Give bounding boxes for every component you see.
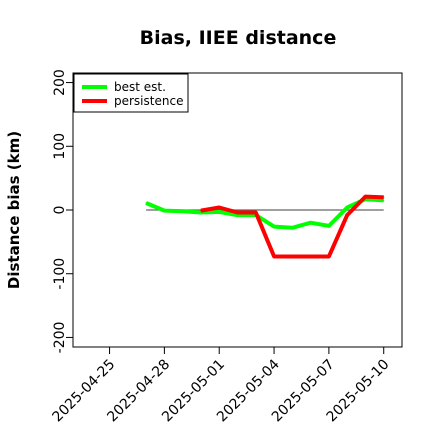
data-point-best-est [383, 199, 385, 202]
data-point-best-est [182, 210, 184, 212]
y-tick-label: 200 [52, 69, 68, 96]
data-point-best-est [346, 206, 348, 209]
data-point-best-est [310, 222, 312, 224]
data-point-persistence [364, 196, 367, 198]
data-point-best-est [218, 211, 220, 213]
y-tick-label: 100 [52, 133, 68, 160]
data-point-persistence [346, 214, 348, 216]
data-point-persistence [273, 255, 275, 258]
legend-label-persistence: persistence [114, 94, 183, 108]
data-point-persistence [291, 255, 293, 258]
y-axis-label: Distance bias (km) [5, 131, 23, 289]
y-tick-label: 0 [52, 206, 68, 215]
data-point-best-est [328, 225, 330, 227]
data-point-persistence [236, 211, 239, 214]
legend: best est.persistence [73, 73, 189, 113]
data-point-best-est [145, 202, 147, 204]
data-point-persistence [255, 211, 257, 214]
data-point-best-est [273, 225, 275, 228]
y-tick-label: -100 [52, 258, 68, 290]
data-point-persistence [200, 210, 202, 212]
data-point-best-est [163, 210, 165, 212]
data-point-best-est [236, 214, 239, 216]
data-point-persistence [310, 255, 312, 258]
legend-label-best-est: best est. [114, 80, 166, 94]
chart-title: Bias, IIEE distance [140, 27, 337, 49]
data-point-persistence [383, 196, 385, 198]
axes: -200-10001002002025-04-252025-04-282025-… [50, 69, 403, 425]
plot-area [145, 194, 385, 259]
y-tick-label: -200 [52, 322, 68, 354]
legend-box [73, 73, 189, 113]
series-line-best-est [145, 197, 384, 230]
data-point-best-est [291, 227, 293, 229]
data-point-persistence [328, 255, 330, 258]
data-point-persistence [218, 206, 220, 209]
